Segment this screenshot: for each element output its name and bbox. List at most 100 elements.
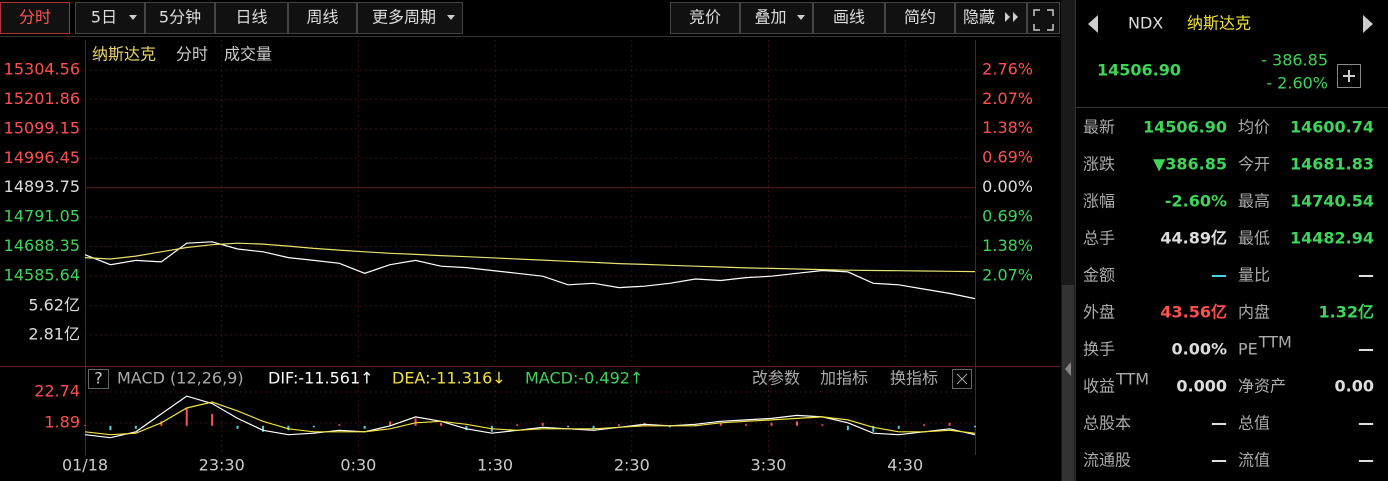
volume-tick-label: 2.81亿 — [28, 324, 80, 343]
toolbar-label: 5日 — [91, 8, 117, 27]
toolbar-button[interactable] — [215, 2, 288, 34]
chart-name: 纳斯达克 — [92, 45, 156, 64]
quote-value: 0.00% — [1171, 340, 1227, 359]
y2-tick-label: 0.69% — [982, 148, 1033, 167]
add-button[interactable] — [1337, 64, 1361, 88]
quote-value: ▼386.85 — [1153, 155, 1227, 174]
quote-label-sup: TTM — [1258, 333, 1292, 352]
quote-label: 量比 — [1238, 266, 1270, 285]
quote-label: 内盘 — [1238, 303, 1270, 322]
quote-value: 14482.94 — [1290, 229, 1374, 248]
quote-value: — — [1211, 451, 1227, 470]
quote-value: 14740.54 — [1290, 192, 1374, 211]
x-tick-label: 23:30 — [199, 456, 245, 475]
toolbar-button[interactable] — [0, 2, 70, 34]
macd-value: MACD:-0.492↑ — [525, 369, 643, 388]
macd-bar — [821, 424, 824, 426]
quote-price: 14506.90 — [1097, 61, 1181, 80]
quote-value: 14681.83 — [1290, 155, 1374, 174]
quote-value: 1.32亿 — [1319, 303, 1374, 322]
next-arrow[interactable] — [1363, 15, 1373, 33]
quote-value: — — [1358, 414, 1374, 433]
quote-label: 金额 — [1083, 266, 1115, 285]
indicator-button[interactable]: 改参数 — [752, 369, 800, 388]
quote-change-pct: - 2.60% — [1266, 74, 1328, 93]
quote-label: 外盘 — [1083, 303, 1115, 322]
prev-arrow[interactable] — [1088, 15, 1098, 33]
help-button[interactable] — [88, 369, 109, 389]
quote-value: 44.89亿 — [1160, 229, 1227, 248]
y-tick-label: 14585.64 — [4, 266, 80, 285]
indicator-button[interactable]: 换指标 — [890, 369, 938, 388]
toolbar-button[interactable] — [670, 2, 740, 34]
quote-label: 换手 — [1083, 340, 1115, 359]
toolbar-label: 更多周期 — [372, 8, 436, 27]
macd-bar — [694, 424, 697, 426]
macd-bar — [185, 407, 188, 426]
quote-code: NDX — [1128, 14, 1163, 33]
macd-bar — [770, 422, 773, 426]
y-tick-label: 14893.75 — [4, 177, 80, 196]
quote-value: — — [1211, 266, 1227, 285]
x-tick-label: 0:30 — [340, 456, 376, 475]
macd-bar — [287, 425, 290, 431]
macd-name: MACD (12,26,9) — [117, 369, 244, 388]
close-button[interactable] — [952, 369, 972, 389]
expand-arrows — [1005, 12, 1018, 22]
quote-value: — — [1358, 451, 1374, 470]
macd-bar — [923, 424, 926, 426]
dropdown-arrow — [797, 15, 805, 20]
indicator-button[interactable]: 加指标 — [820, 369, 868, 388]
quote-value: — — [1211, 414, 1227, 433]
macd-bar — [592, 425, 595, 429]
y2-tick-label: 0.00% — [982, 177, 1033, 196]
price-line — [84, 242, 976, 273]
chart-mode: 分时 — [176, 45, 208, 64]
quote-label: 流值 — [1238, 451, 1270, 470]
price-line — [84, 241, 976, 300]
macd-bar — [363, 425, 366, 429]
y2-tick-label: 1.38% — [982, 236, 1033, 255]
quote-label: 净资产 — [1238, 377, 1286, 396]
toolbar-button[interactable] — [885, 2, 955, 34]
x-tick-label: 1:30 — [477, 456, 513, 475]
macd-dif: DIF:-11.561↑ — [268, 369, 374, 388]
y-tick-label: 15099.15 — [4, 118, 80, 137]
macd-bar — [338, 424, 341, 426]
y2-tick-label: 0.69% — [982, 207, 1033, 226]
quote-label: 最新 — [1083, 118, 1115, 137]
toolbar-button[interactable] — [357, 2, 463, 34]
toolbar-button[interactable] — [145, 2, 215, 34]
quote-label-sup: TTM — [1115, 370, 1149, 389]
toolbar-label: 日线 — [235, 8, 267, 27]
toolbar-button[interactable] — [288, 2, 357, 34]
macd-bar — [668, 425, 671, 428]
dropdown-arrow — [447, 15, 455, 20]
scroll-arrow — [1065, 362, 1071, 376]
quote-value: 0.000 — [1176, 377, 1227, 396]
close-icon — [956, 373, 968, 385]
macd-bar — [465, 425, 468, 431]
toolbar-label: 简约 — [904, 8, 936, 27]
toolbar-button[interactable] — [813, 2, 885, 34]
quote-value: 43.56亿 — [1160, 303, 1227, 322]
macd-bar — [262, 425, 264, 432]
volume-tick-label: 5.62亿 — [28, 295, 80, 314]
y-tick-label: 14791.05 — [4, 207, 80, 226]
x-tick-label: 4:30 — [887, 456, 923, 475]
dropdown-arrow — [129, 15, 137, 20]
macd-dea: DEA:-11.316↓ — [392, 369, 506, 388]
fullscreen-icon — [1033, 9, 1054, 31]
quote-value: -2.60% — [1165, 192, 1227, 211]
macd-bar — [846, 425, 849, 431]
macd-bar — [796, 421, 798, 426]
quote-name: 纳斯达克 — [1187, 14, 1251, 33]
scrollbar-thumb[interactable] — [1062, 285, 1074, 481]
fullscreen-button[interactable] — [1027, 2, 1060, 34]
dea-line — [84, 401, 976, 436]
macd-bar — [719, 422, 722, 426]
x-tick-label: 2:30 — [614, 456, 650, 475]
macd-bar — [974, 425, 976, 428]
